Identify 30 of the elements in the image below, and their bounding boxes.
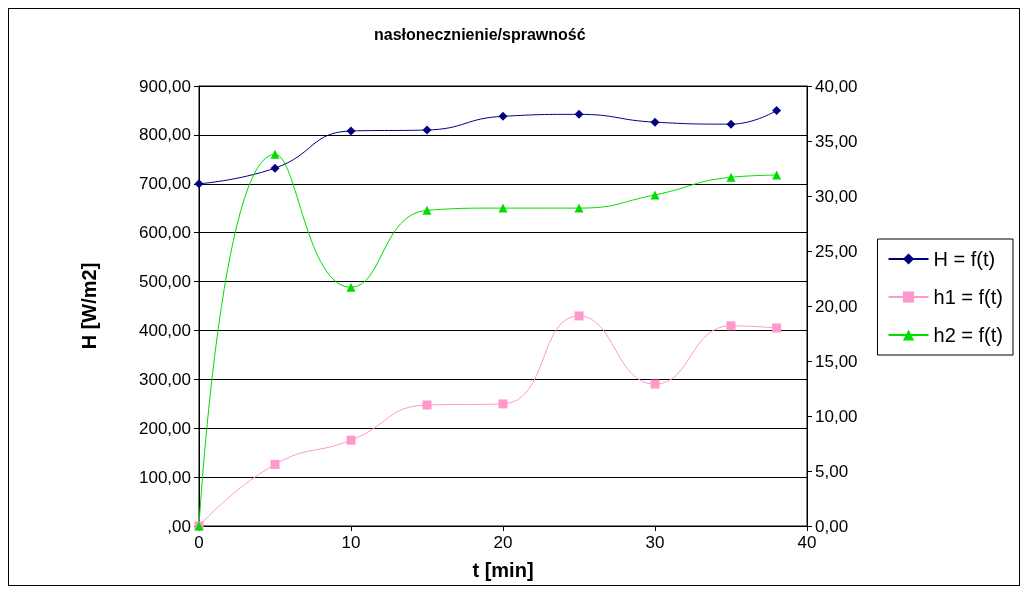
y2-tick-label: 5,00 [815,461,849,481]
y-axis-title: H [W/m2] [78,262,100,350]
y2-tick-label: 40,00 [815,76,858,96]
y-tick-label: 900,00 [139,76,191,96]
y-tick-label: 700,00 [139,174,191,194]
y2-tick-label: 20,00 [815,296,858,316]
x-tick-label: 10 [341,533,361,552]
legend-label: H = f(t) [933,248,996,270]
y-tick-label: 600,00 [139,223,191,243]
y-tick-label: ,00 [167,516,191,536]
x-tick-label: 20 [493,533,513,552]
y-tick-label: 200,00 [139,418,191,438]
y2-tick-label: 35,00 [815,131,858,151]
y-tick-label: 100,00 [139,467,191,487]
y-tick-label: 500,00 [139,272,191,292]
y2-tick-label: 30,00 [815,186,858,206]
legend-label: h1 = f(t) [933,286,1004,308]
y2-tick-label: 10,00 [815,406,858,426]
legend-label: h2 = f(t) [933,324,1004,346]
x-tick-label: 0 [194,533,204,552]
y-tick-label: 400,00 [139,320,191,340]
y-tick-label: 800,00 [139,125,191,145]
x-tick-label: 30 [645,533,665,552]
y2-tick-label: 15,00 [815,351,858,371]
x-tick-label: 40 [797,533,817,552]
y-tick-label: 300,00 [139,369,191,389]
x-axis-title: t [min] [472,559,534,581]
y2-tick-label: 25,00 [815,241,858,261]
chart-title: nasłonecznienie/sprawność [374,25,586,43]
y2-tick-label: 0,00 [815,516,849,536]
